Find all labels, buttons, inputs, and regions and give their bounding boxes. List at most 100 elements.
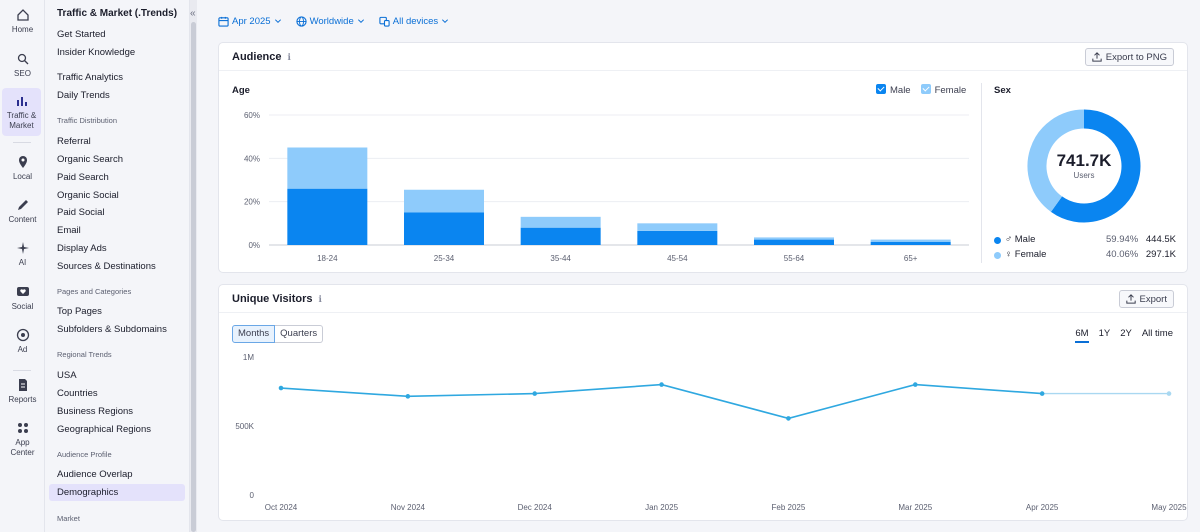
- collapse-sidebar-icon[interactable]: «: [190, 8, 196, 19]
- x-tick-label: May 2025: [1151, 503, 1187, 512]
- date-filter[interactable]: Apr 2025: [218, 13, 282, 29]
- bar-female[interactable]: [520, 216, 601, 228]
- data-point[interactable]: [912, 382, 918, 387]
- sidebar-item-get-started[interactable]: Get Started: [57, 29, 106, 40]
- card-divider: [219, 70, 1187, 71]
- rail-item-seo[interactable]: SEO: [0, 52, 45, 79]
- scrollbar-thumb[interactable]: [191, 22, 196, 532]
- unique-visitors-line-chart: 1M 500K 0 Oct 2024 Nov 2024 Dec 2024 Jan 2025 F…: [235, 353, 1187, 512]
- sidebar-item-traffic-analytics[interactable]: Traffic Analytics: [57, 72, 123, 83]
- export-icon: [1125, 294, 1136, 304]
- visitors-line: [280, 383, 1043, 420]
- legend-female[interactable]: Female: [920, 84, 966, 96]
- sidebar-item-daily-trends[interactable]: Daily Trends: [57, 90, 110, 101]
- export-png-button[interactable]: Export to PNG: [1084, 48, 1174, 66]
- devices-icon: [379, 16, 390, 27]
- data-point[interactable]: [532, 391, 538, 396]
- sidebar-item-paid-social[interactable]: Paid Social: [57, 207, 105, 218]
- x-tick-label: Jan 2025: [645, 503, 678, 512]
- seo-icon: [17, 53, 28, 65]
- range-all-time[interactable]: All time: [1141, 328, 1173, 339]
- legend-male[interactable]: Male: [876, 84, 911, 96]
- sidebar-item-email[interactable]: Email: [57, 225, 81, 236]
- range-selector: 6M 1Y 2Y All time: [1075, 328, 1173, 343]
- section-divider: [981, 83, 982, 263]
- rail-item-ai[interactable]: AI: [0, 241, 45, 268]
- sidebar-item-subfolders-subdomains[interactable]: Subfolders & Subdomains: [57, 324, 167, 335]
- sidebar-item-referral[interactable]: Referral: [57, 136, 91, 147]
- range-6m[interactable]: 6M: [1075, 328, 1089, 343]
- data-point[interactable]: [278, 385, 284, 391]
- donut-slice-female[interactable]: [1027, 109, 1085, 212]
- info-icon[interactable]: ℹ: [318, 294, 322, 304]
- male-label: ♂ Male: [1005, 234, 1036, 245]
- rail-item-reports[interactable]: Reports: [0, 378, 45, 405]
- rail-item-home[interactable]: Home: [0, 8, 45, 35]
- range-1y[interactable]: 1Y: [1098, 328, 1111, 339]
- rail-item-traffic[interactable]: Traffic & Market: [2, 88, 41, 136]
- rail-item-social[interactable]: Social: [0, 285, 45, 312]
- card-divider: [219, 312, 1187, 313]
- toggle-quarters[interactable]: Quarters: [275, 325, 324, 343]
- region-filter[interactable]: Worldwide: [295, 13, 365, 29]
- bar-female[interactable]: [404, 189, 484, 213]
- data-point[interactable]: [1039, 391, 1045, 396]
- sidebar-scrollbar[interactable]: [190, 0, 197, 532]
- sidebar-title: Traffic & Market (.Trends): [57, 8, 178, 19]
- bar-male[interactable]: [404, 212, 484, 246]
- bar-male[interactable]: [287, 188, 368, 245]
- sidebar-item-top-pages[interactable]: Top Pages: [57, 306, 102, 317]
- bar-female[interactable]: [287, 147, 368, 189]
- toggle-months[interactable]: Months: [232, 325, 276, 343]
- checkbox-female-icon[interactable]: [920, 84, 931, 94]
- audience-title-text: Audience: [232, 51, 282, 63]
- checkbox-male-icon[interactable]: [876, 84, 886, 94]
- sidebar-item-paid-search[interactable]: Paid Search: [57, 172, 109, 183]
- y-tick-label: 1M: [243, 353, 254, 362]
- rail-item-local[interactable]: Local: [0, 155, 45, 182]
- bar-female[interactable]: [754, 237, 834, 240]
- sidebar-item-countries[interactable]: Countries: [57, 388, 98, 399]
- sidebar-item-organic-search[interactable]: Organic Search: [57, 154, 124, 165]
- grid-icon: [17, 423, 28, 433]
- y-tick-label: 0%: [248, 241, 260, 250]
- sex-title: Sex: [994, 85, 1011, 96]
- sidebar-item-business-regions[interactable]: Business Regions: [57, 406, 134, 417]
- sidebar-item-sources-destinations[interactable]: Sources & Destinations: [57, 261, 156, 272]
- rail-item-app[interactable]: App Center: [0, 421, 45, 458]
- bar-female[interactable]: [870, 239, 951, 242]
- sidebar-item-demographics[interactable]: Demographics: [49, 484, 185, 501]
- audience-card: Audience ℹ Export to PNG Age Male Female …: [218, 42, 1188, 273]
- sidebar-item-geographical-regions[interactable]: Geographical Regions: [57, 424, 152, 435]
- bar-male[interactable]: [754, 239, 834, 245]
- export-label: Export: [1139, 293, 1167, 305]
- sidebar-item-organic-social[interactable]: Organic Social: [57, 190, 119, 201]
- bar-male[interactable]: [520, 227, 601, 245]
- sidebar-item-insider-knowledge[interactable]: Insider Knowledge: [57, 47, 136, 58]
- region-filter-label: Worldwide: [309, 15, 354, 27]
- data-point[interactable]: [405, 394, 411, 399]
- rail-item-label: Local: [12, 172, 33, 181]
- sidebar-item-audience-overlap[interactable]: Audience Overlap: [57, 469, 133, 480]
- sidebar-item-usa[interactable]: USA: [57, 370, 77, 381]
- rail-item-label: App: [15, 438, 30, 447]
- bar-male[interactable]: [870, 241, 951, 245]
- sidebar-group-heading: Regional Trends: [57, 350, 112, 359]
- rail-item-content[interactable]: Content: [0, 198, 45, 225]
- device-filter[interactable]: All devices: [379, 13, 449, 29]
- export-png-label: Export to PNG: [1105, 51, 1167, 63]
- sidebar-item-display-ads[interactable]: Display Ads: [57, 243, 107, 254]
- age-title: Age: [232, 85, 250, 96]
- export-button[interactable]: Export: [1118, 290, 1174, 308]
- data-point[interactable]: [659, 382, 664, 387]
- bar-male[interactable]: [637, 230, 718, 245]
- sidebar-group-heading: Audience Profile: [57, 450, 112, 459]
- bar-female[interactable]: [637, 223, 718, 231]
- info-icon[interactable]: ℹ: [287, 52, 291, 62]
- range-2y[interactable]: 2Y: [1120, 328, 1132, 339]
- data-point[interactable]: [1166, 391, 1172, 396]
- rail-item-ad[interactable]: Ad: [0, 328, 45, 355]
- data-point[interactable]: [786, 416, 791, 421]
- donut-slice-male[interactable]: [1050, 109, 1141, 223]
- chevron-down-icon: [442, 19, 449, 24]
